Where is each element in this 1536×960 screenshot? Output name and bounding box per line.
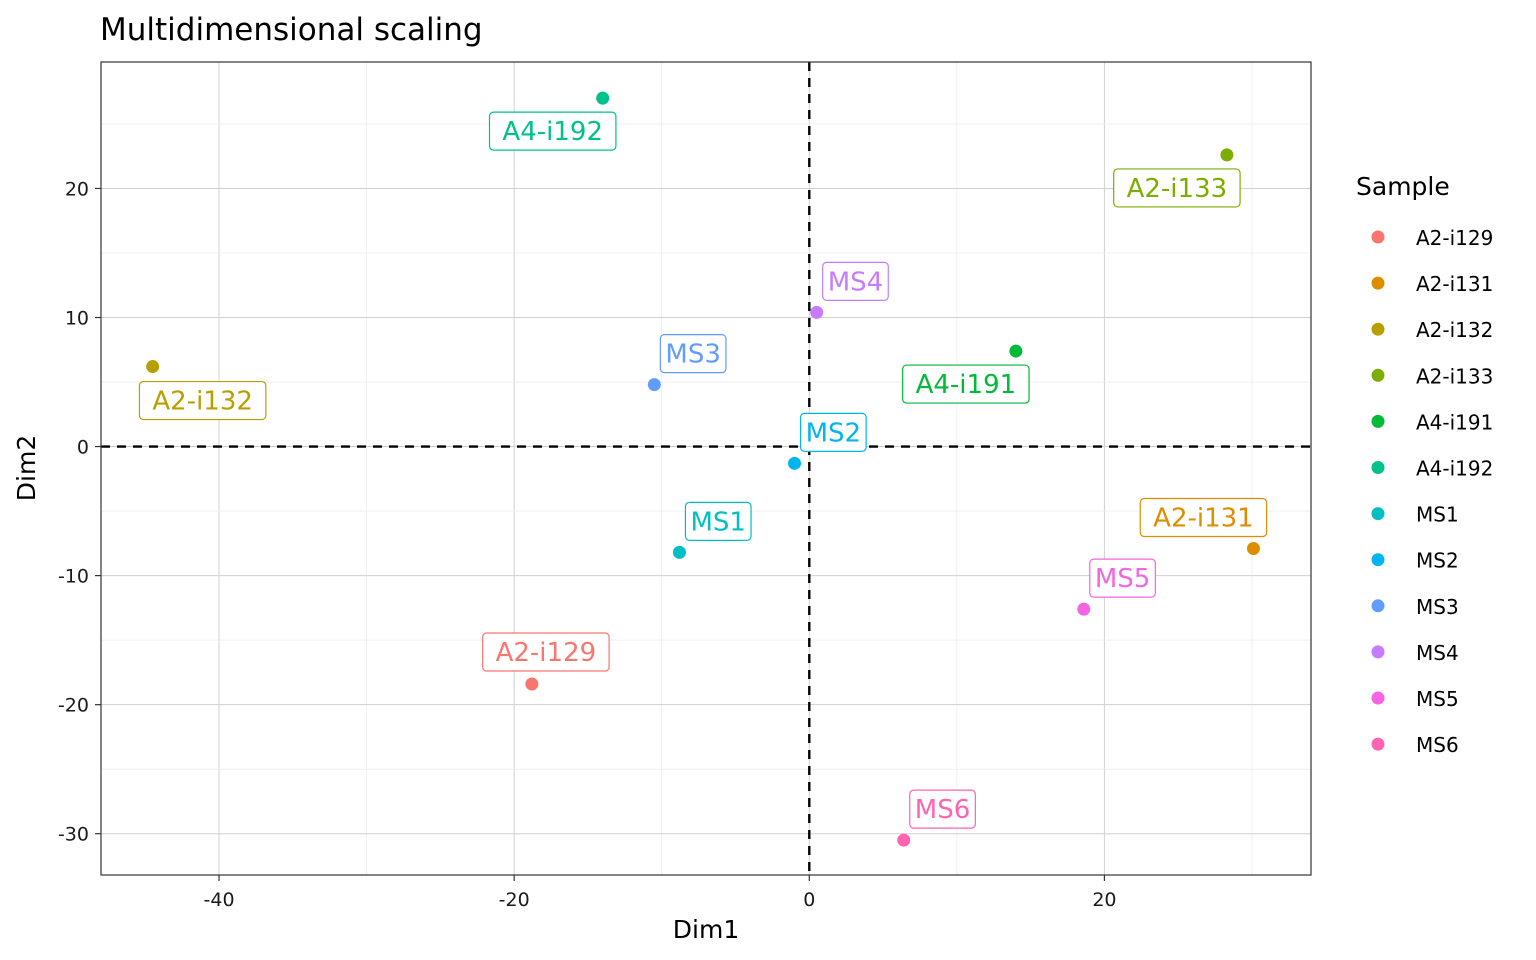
point-label: MS6 [909,789,976,829]
data-point [810,305,824,319]
legend-label: A2-i131 [1416,272,1493,296]
point-label-text: A2-i133 [1127,174,1228,204]
point-label: A2-i133 [1113,168,1241,208]
point-label-box [488,111,617,151]
point-label: A4-i191 [902,364,1030,404]
point-label-text: MS6 [915,795,970,825]
x-tick-label: -40 [204,889,235,911]
legend-label: A2-i129 [1416,226,1493,250]
point-label-box [1139,497,1268,538]
legend-label: A2-i132 [1416,318,1493,342]
legend-key [1371,691,1385,705]
legend-key [1371,599,1385,613]
point-label: MS2 [799,412,867,452]
point-label-text: A2-i129 [496,638,597,668]
legend-label: MS3 [1416,595,1459,619]
legend-key [1371,645,1385,659]
legend-key [1371,414,1385,428]
reference-lines [101,62,1311,875]
x-tick-label: -20 [499,889,530,911]
point-label-text: MS2 [806,418,861,448]
legend-label: A2-i133 [1416,364,1493,388]
point-label-box [822,261,889,301]
point-label: MS4 [822,261,889,301]
legend-key [1371,461,1385,474]
y-tick-label: -20 [58,695,89,717]
point-label-text: A4-i191 [916,370,1017,400]
point-label: A4-i192 [488,111,617,151]
legend-title: Sample [1356,172,1450,201]
x-tick-label: 0 [803,889,815,911]
data-point [897,833,911,847]
data-points [146,91,1260,847]
data-point [146,360,160,374]
legend-label: MS5 [1416,687,1459,711]
legend-key [1371,276,1385,290]
point-label-box [902,364,1030,404]
point-label-text: A2-i132 [152,387,253,417]
point-label-text: MS4 [828,267,883,297]
point-label-box [684,501,752,541]
point-label-box [138,380,267,421]
legend-label: A4-i191 [1416,410,1493,434]
point-label: A2-i131 [1139,497,1268,538]
data-point [788,456,802,470]
legend-label: MS1 [1416,503,1459,527]
legend: Sample A2-i129 A2-i131 A2-i132 A2-i133 A4-i1… [1356,172,1493,757]
point-label-text: MS5 [1095,564,1150,594]
point-label-text: A4-i192 [502,117,603,147]
y-tick-label: -30 [58,824,89,846]
point-label: MS3 [659,334,727,374]
data-point [1220,148,1234,162]
data-point [1077,602,1091,616]
point-label-box [909,789,976,829]
data-point [1246,542,1260,556]
legend-label: MS6 [1416,733,1459,757]
data-point [672,545,686,559]
chart-title: Multidimensional scaling [100,12,483,48]
legend-key [1371,553,1385,567]
y-axis-title: Dim2 [12,435,41,501]
point-label-text: MS3 [665,340,720,370]
data-point [596,91,610,105]
legend-label: MS2 [1416,549,1459,573]
data-point [525,677,539,691]
point-label: A2-i132 [138,380,267,421]
y-tick-label: 0 [77,437,89,459]
point-label-box [1113,168,1241,208]
point-label-text: A2-i131 [1153,504,1254,534]
plot-panel [100,61,1312,876]
point-label-box [799,412,867,452]
x-axis-title: Dim1 [673,915,739,944]
legend-key [1371,322,1385,336]
point-label-text: MS1 [690,507,745,537]
legend-key [1371,368,1385,382]
data-point [1009,344,1023,358]
point-labels: A2-i129 A2-i131 A2-i132 A2-i133 A4-i191 A4-i1… [138,111,1268,829]
point-label-box [482,632,610,672]
axis-ticks: -40 -20 0 20 -30 -20 -10 0 10 20 [58,178,1117,911]
data-point [647,378,661,392]
point-label: A2-i129 [482,632,610,672]
legend-key [1371,507,1385,521]
y-tick-label: -10 [58,566,89,588]
legend-label: MS4 [1416,641,1459,665]
point-label: MS1 [684,501,752,541]
x-tick-label: 20 [1092,889,1116,911]
point-label-box [659,334,727,374]
legend-key [1371,230,1385,244]
y-tick-label: 20 [65,178,89,200]
legend-label: A4-i192 [1416,457,1493,481]
y-tick-label: 10 [65,308,89,330]
legend-key [1371,737,1385,751]
point-label-box [1089,558,1156,598]
point-label: MS5 [1089,558,1156,598]
